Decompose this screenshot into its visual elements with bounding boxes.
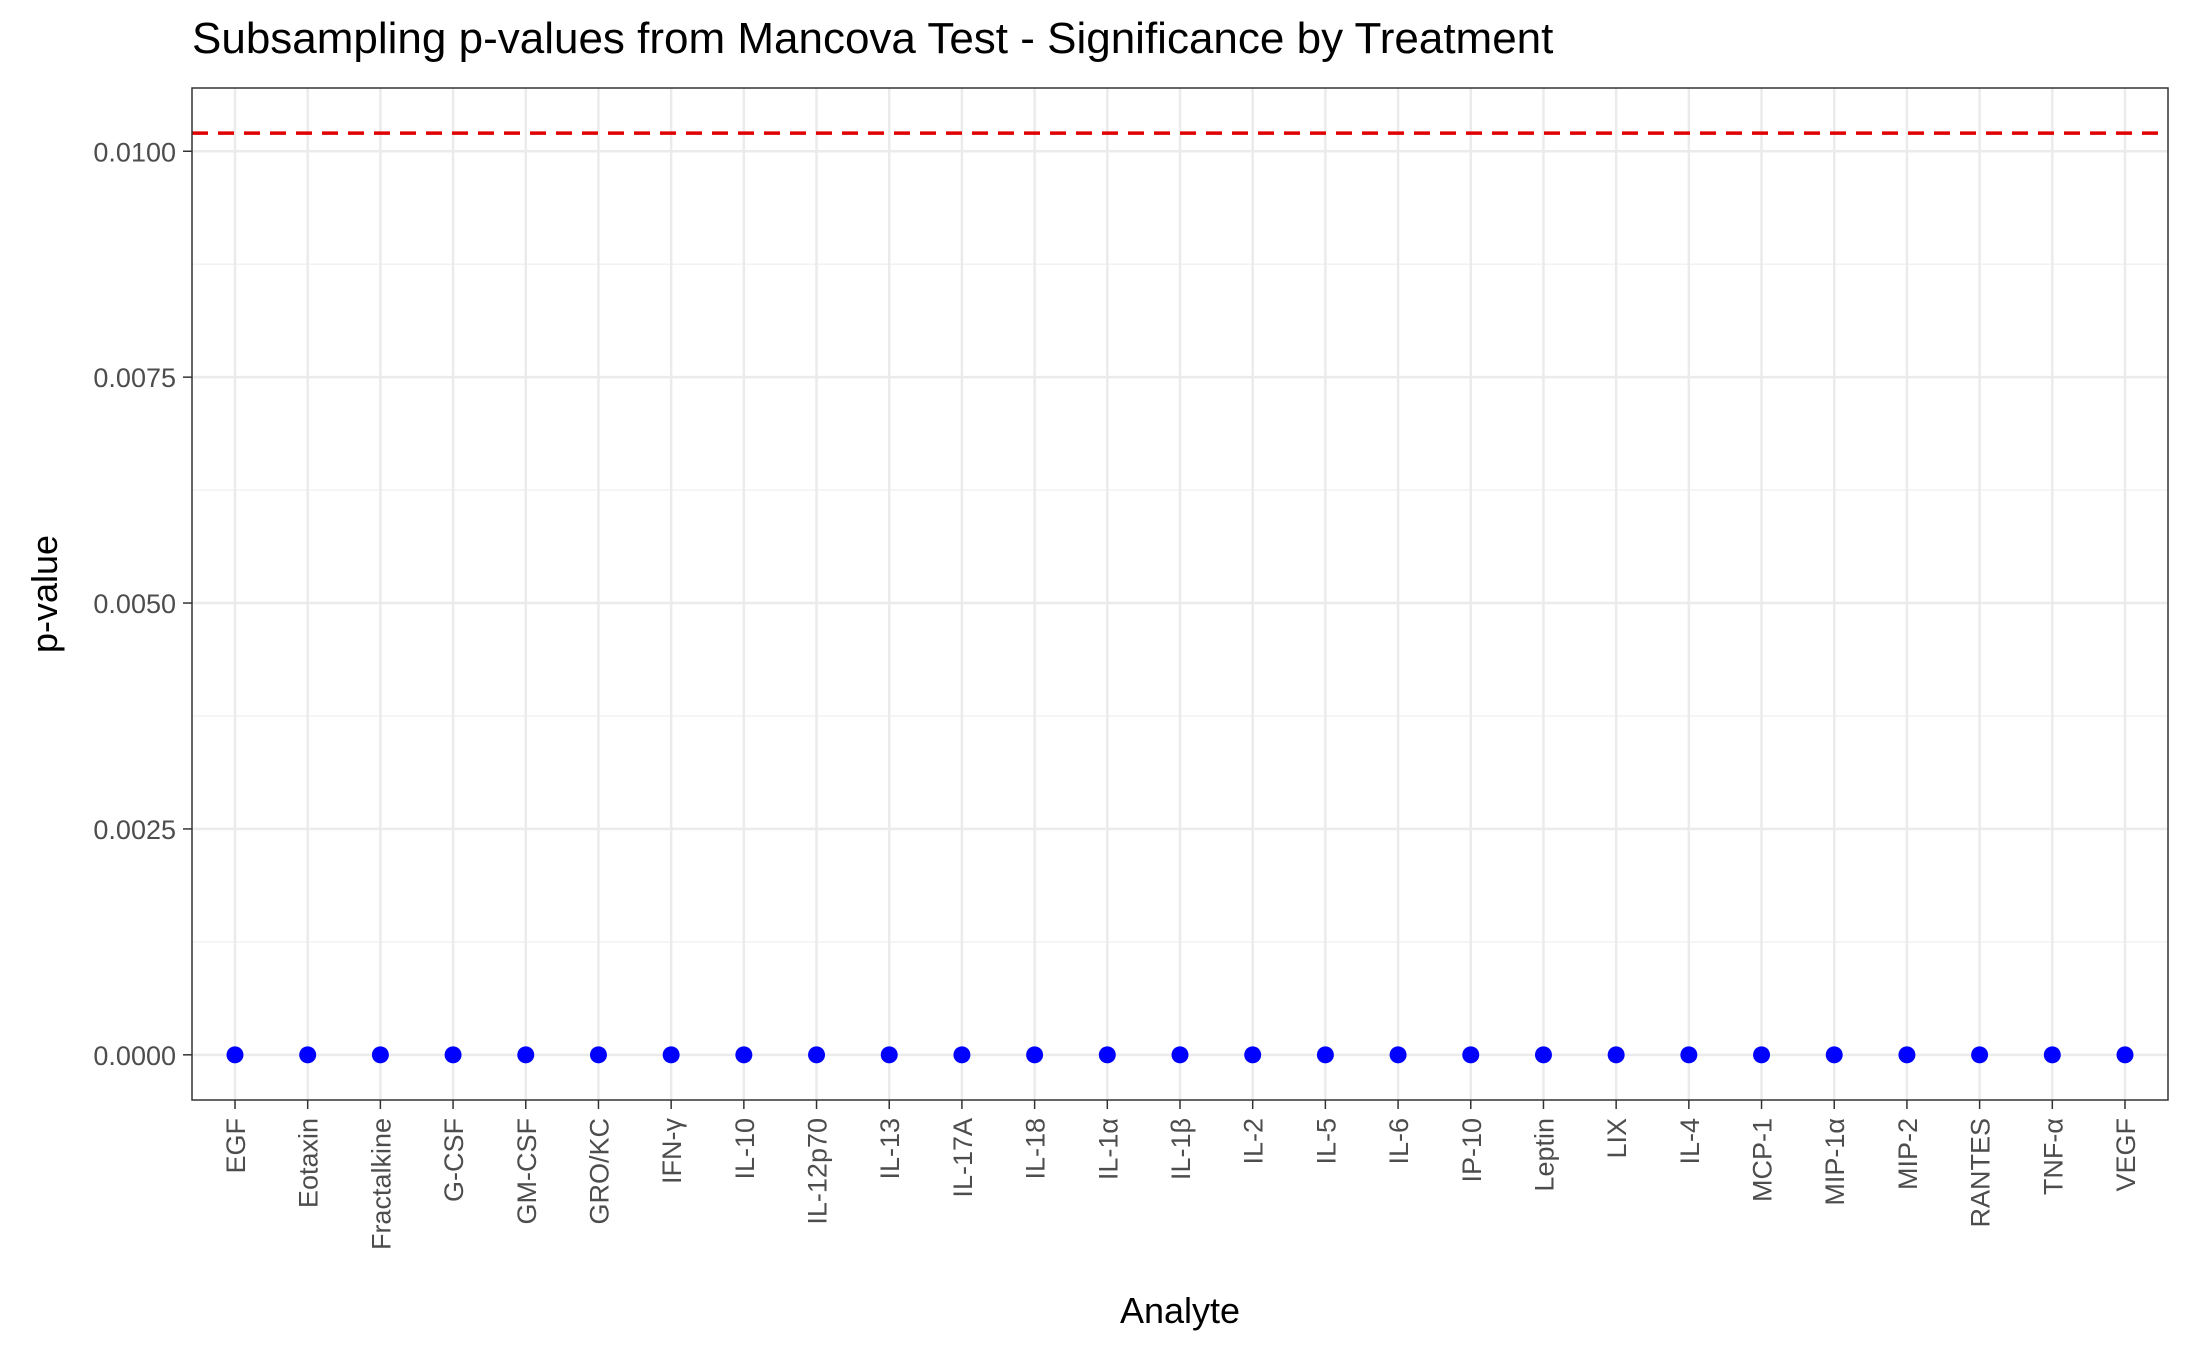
data-point <box>1098 1046 1116 1064</box>
x-tick-label: GM-CSF <box>512 1118 542 1224</box>
data-points <box>226 1046 2134 1064</box>
data-point <box>1534 1046 1552 1064</box>
y-axis-title: p-value <box>24 535 65 653</box>
data-point <box>2043 1046 2061 1064</box>
data-point <box>735 1046 753 1064</box>
y-tick-label: 0.0075 <box>93 363 176 393</box>
x-tick-label: RANTES <box>1966 1118 1996 1228</box>
x-tick-label: LIX <box>1602 1118 1632 1159</box>
x-tick-label: IL-4 <box>1675 1118 1705 1165</box>
x-tick-label: MCP-1 <box>1748 1118 1778 1202</box>
data-point <box>953 1046 971 1064</box>
y-tick-label: 0.0100 <box>93 137 176 167</box>
x-tick-label: IL-17A <box>948 1118 978 1198</box>
x-axis-title: Analyte <box>1120 1290 1240 1331</box>
data-point <box>1171 1046 1189 1064</box>
x-tick-label: G-CSF <box>439 1118 469 1202</box>
x-tick-label: GRO/KC <box>584 1118 614 1225</box>
data-point <box>371 1046 389 1064</box>
x-tick-label: IL-18 <box>1021 1118 1051 1180</box>
data-point <box>299 1046 317 1064</box>
x-tick-label: IFN-γ <box>657 1118 687 1184</box>
grid-major <box>192 88 2168 1100</box>
data-point <box>226 1046 244 1064</box>
x-tick-label: Fractalkine <box>366 1118 396 1250</box>
x-tick-label: IL-1α <box>1093 1118 1123 1180</box>
data-point <box>1389 1046 1407 1064</box>
data-point <box>808 1046 826 1064</box>
data-point <box>1680 1046 1698 1064</box>
data-point <box>517 1046 535 1064</box>
x-tick-label: EGF <box>221 1118 251 1174</box>
data-point <box>1753 1046 1771 1064</box>
x-axis: EGF Eotaxin Fractalkine G-CSF GM-CSF GRO/KC IF… <box>221 1100 2141 1250</box>
data-point <box>444 1046 462 1064</box>
x-tick-label: MIP-1α <box>1820 1118 1850 1206</box>
y-tick-label: 0.0050 <box>93 589 176 619</box>
x-tick-label: IL-6 <box>1384 1118 1414 1165</box>
data-point <box>1971 1046 1989 1064</box>
y-axis: 0.0000 0.0025 0.0050 0.0075 0.0100 <box>93 137 192 1071</box>
data-point <box>880 1046 898 1064</box>
chart-title: Subsampling p-values from Mancova Test -… <box>192 14 1553 63</box>
x-tick-label: IL-5 <box>1311 1118 1341 1165</box>
x-tick-label: IL-12p70 <box>803 1118 833 1225</box>
x-tick-label: IL-10 <box>730 1118 760 1180</box>
data-point <box>2116 1046 2134 1064</box>
data-point <box>1316 1046 1334 1064</box>
data-point <box>1244 1046 1262 1064</box>
x-tick-label: VEGF <box>2111 1118 2141 1192</box>
data-point <box>1825 1046 1843 1064</box>
y-tick-label: 0.0025 <box>93 815 176 845</box>
x-tick-label: Eotaxin <box>294 1118 324 1208</box>
data-point <box>1898 1046 1916 1064</box>
data-point <box>1026 1046 1044 1064</box>
x-tick-label: TNF-α <box>2038 1118 2068 1195</box>
y-tick-label: 0.0000 <box>93 1041 176 1071</box>
x-tick-label: IL-2 <box>1239 1118 1269 1165</box>
x-tick-label: Leptin <box>1529 1118 1559 1192</box>
x-tick-label: IP-10 <box>1457 1118 1487 1183</box>
x-tick-label: IL-13 <box>875 1118 905 1180</box>
x-tick-label: IL-1β <box>1166 1118 1196 1180</box>
x-tick-label: MIP-2 <box>1893 1118 1923 1190</box>
data-point <box>1462 1046 1480 1064</box>
data-point <box>589 1046 607 1064</box>
data-point <box>662 1046 680 1064</box>
data-point <box>1607 1046 1625 1064</box>
